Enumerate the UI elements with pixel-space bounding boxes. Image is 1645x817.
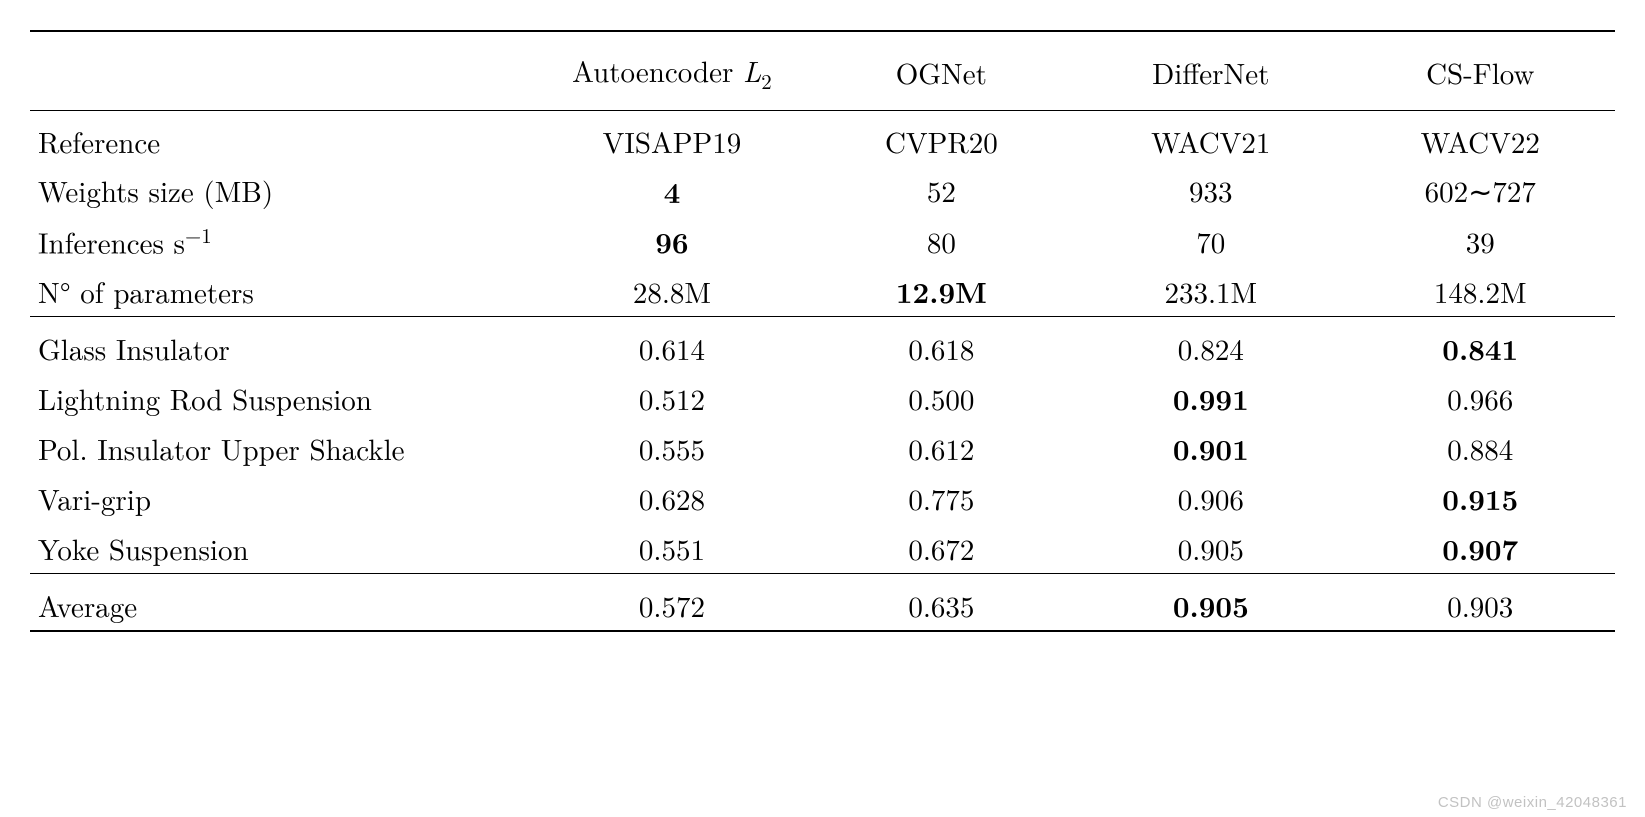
header-method-3: CS-Flow <box>1346 31 1615 110</box>
watermark: CSDN @weixin_42048361 <box>1438 794 1627 811</box>
cell: 0.905 <box>1076 574 1345 632</box>
cell: 0.915 <box>1346 473 1615 523</box>
table-header-row: Autoencoder L2 OGNet DifferNet CS-Flow <box>30 31 1615 110</box>
cell: VISAPP19 <box>537 110 806 166</box>
cell: 0.672 <box>807 523 1076 574</box>
cell: 12.9M <box>807 266 1076 317</box>
cell: 933 <box>1076 166 1345 216</box>
meta-body: ReferenceVISAPP19CVPR20WACV21WACV22Weigh… <box>30 110 1615 317</box>
results-table: Autoencoder L2 OGNet DifferNet CS-Flow R… <box>30 30 1615 632</box>
summary-body: Average0.5720.6350.9050.903 <box>30 574 1615 632</box>
cell: 0.551 <box>537 523 806 574</box>
row-label: Yoke Suspension <box>30 523 537 574</box>
cell: 0.906 <box>1076 473 1345 523</box>
cell: 0.635 <box>807 574 1076 632</box>
cell: 602∼727 <box>1346 166 1615 216</box>
cell: 0.966 <box>1346 373 1615 423</box>
row-label: Pol. Insulator Upper Shackle <box>30 423 537 473</box>
row-label: N° of parameters <box>30 266 537 317</box>
row-label: Reference <box>30 110 537 166</box>
cell: WACV22 <box>1346 110 1615 166</box>
cell: 0.618 <box>807 317 1076 374</box>
cell: 0.612 <box>807 423 1076 473</box>
header-method-2: DifferNet <box>1076 31 1345 110</box>
cell: 39 <box>1346 216 1615 267</box>
header-blank <box>30 31 537 110</box>
cell: 0.614 <box>537 317 806 374</box>
table-row: Inferences s−196807039 <box>30 216 1615 267</box>
cell: 0.628 <box>537 473 806 523</box>
cell: 0.555 <box>537 423 806 473</box>
row-label: Inferences s−1 <box>30 216 537 267</box>
row-label: Vari-grip <box>30 473 537 523</box>
cell: WACV21 <box>1076 110 1345 166</box>
table-row: Yoke Suspension0.5510.6720.9050.907 <box>30 523 1615 574</box>
cell: CVPR20 <box>807 110 1076 166</box>
row-label: Average <box>30 574 537 632</box>
cell: 70 <box>1076 216 1345 267</box>
table-row: Average0.5720.6350.9050.903 <box>30 574 1615 632</box>
cell: 0.901 <box>1076 423 1345 473</box>
cell: 0.841 <box>1346 317 1615 374</box>
table-row: Vari-grip0.6280.7750.9060.915 <box>30 473 1615 523</box>
row-label: Weights size (MB) <box>30 166 537 216</box>
table-row: Lightning Rod Suspension0.5120.5000.9910… <box>30 373 1615 423</box>
cell: 0.991 <box>1076 373 1345 423</box>
table-row: N° of parameters28.8M12.9M233.1M148.2M <box>30 266 1615 317</box>
cell: 0.775 <box>807 473 1076 523</box>
header-method-0: Autoencoder L2 <box>537 31 806 110</box>
cell: 0.500 <box>807 373 1076 423</box>
cell: 96 <box>537 216 806 267</box>
cell: 0.903 <box>1346 574 1615 632</box>
table-row: ReferenceVISAPP19CVPR20WACV21WACV22 <box>30 110 1615 166</box>
row-label: Lightning Rod Suspension <box>30 373 537 423</box>
cell: 80 <box>807 216 1076 267</box>
table-row: Glass Insulator0.6140.6180.8240.841 <box>30 317 1615 374</box>
cell: 233.1M <box>1076 266 1345 317</box>
cell: 0.824 <box>1076 317 1345 374</box>
table-row: Weights size (MB)452933602∼727 <box>30 166 1615 216</box>
cell: 0.512 <box>537 373 806 423</box>
cell: 4 <box>537 166 806 216</box>
cell: 0.905 <box>1076 523 1345 574</box>
cell: 0.884 <box>1346 423 1615 473</box>
data-body: Glass Insulator0.6140.6180.8240.841Light… <box>30 317 1615 574</box>
cell: 148.2M <box>1346 266 1615 317</box>
cell: 0.572 <box>537 574 806 632</box>
table-row: Pol. Insulator Upper Shackle0.5550.6120.… <box>30 423 1615 473</box>
row-label: Glass Insulator <box>30 317 537 374</box>
cell: 52 <box>807 166 1076 216</box>
header-method-1: OGNet <box>807 31 1076 110</box>
cell: 0.907 <box>1346 523 1615 574</box>
cell: 28.8M <box>537 266 806 317</box>
